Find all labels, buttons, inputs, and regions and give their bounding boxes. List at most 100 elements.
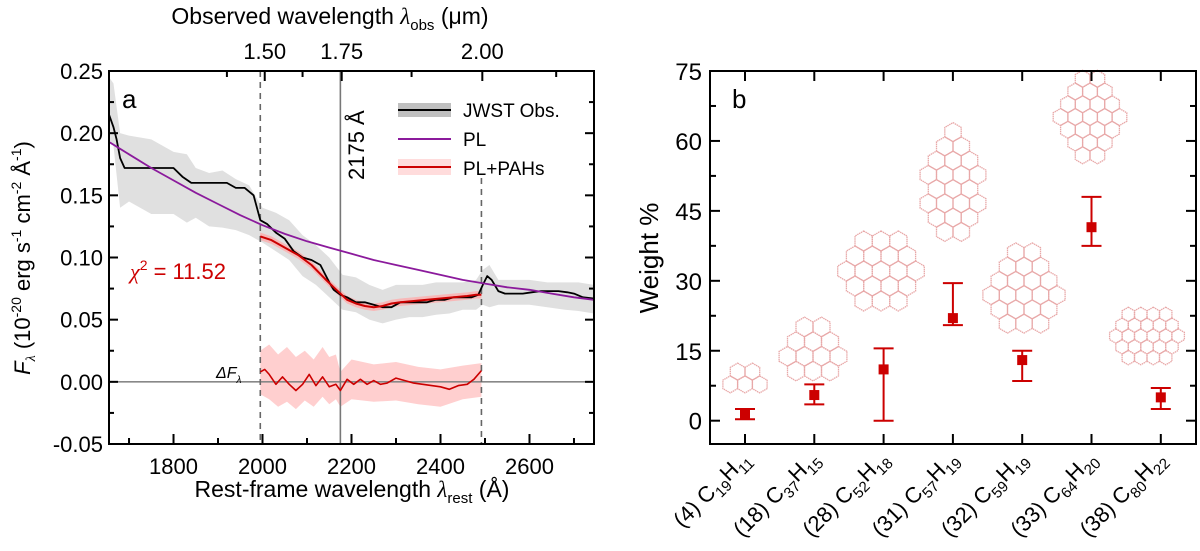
hexagon-ring — [751, 375, 768, 394]
top-x-tick-label-a: 2.00 — [461, 39, 504, 64]
pah-structure-icon — [919, 121, 987, 243]
panel-label-b: b — [732, 84, 746, 114]
y-axis-exp4: -1 — [8, 148, 24, 161]
hexagon-ring — [897, 245, 917, 267]
y-tick-label-a: 0.15 — [60, 183, 103, 208]
y-tick-label-b: 0 — [689, 409, 702, 436]
top-x-tick-label-a: 1.50 — [243, 39, 286, 64]
hexagon-ring — [1031, 313, 1050, 334]
y-axis-label-b: Weight % — [634, 203, 664, 314]
hexagon-ring — [927, 207, 946, 228]
y-axis-erg: erg s — [10, 242, 35, 297]
data-point-marker — [809, 390, 820, 401]
y-tick-label-b: 15 — [675, 339, 702, 366]
legend-label-pl: PL — [463, 130, 486, 151]
x-tick-label-a: 2200 — [327, 454, 376, 479]
pah-structure-icon — [1108, 306, 1186, 366]
hexagon-ring — [829, 345, 848, 367]
legend-label-jwst: JWST Obs. — [463, 101, 560, 122]
y-tick-label-a: 0.05 — [60, 308, 103, 333]
data-point-group — [1150, 387, 1171, 411]
hexagon-ring — [1089, 146, 1106, 165]
y-tick-label-b: 30 — [675, 269, 702, 296]
legend-item-pl-pahs: PL+PAHs — [398, 159, 545, 180]
data-point-marker — [1086, 222, 1097, 233]
data-point-marker — [878, 364, 889, 375]
y-tick-label-b: 75 — [675, 59, 702, 86]
bump-2175-label: 2175 Å — [344, 110, 369, 180]
hexagon-ring — [854, 260, 873, 282]
x-tick-label-a: 1800 — [149, 454, 198, 479]
x-axis-symbol: λ — [436, 477, 447, 502]
pl-pahs-model-line — [259, 235, 482, 309]
hexagon-ring — [820, 360, 840, 382]
jwst-uncertainty-band — [109, 77, 594, 324]
x-axis-label-a: Rest-frame wavelength λrest (Å) — [195, 475, 510, 507]
hexagon-ring — [998, 313, 1017, 334]
hexagon-ring — [863, 275, 882, 297]
pah-structure-icon — [778, 316, 848, 382]
y-axis-exp3: -2 — [8, 182, 24, 195]
data-point-group — [942, 282, 963, 327]
hexagon-ring — [854, 290, 873, 312]
y-axis-exp2: -1 — [8, 229, 24, 242]
lines-layer — [109, 71, 594, 444]
hexagon-ring — [722, 375, 739, 394]
hexagon-ring — [854, 230, 873, 252]
top-x-tick-label-a: 1.75 — [320, 39, 363, 64]
y-tick-label-a: 0.10 — [60, 246, 103, 271]
y-tick-label-a: 0.25 — [60, 59, 103, 84]
hexagon-ring — [871, 260, 891, 282]
chi2-annotation: χ2 = 11.52 — [128, 257, 226, 284]
data-point-marker — [947, 313, 958, 324]
legend-a: JWST Obs. PL PL+PAHs — [398, 101, 560, 180]
data-point-group — [1012, 349, 1033, 383]
hexagon-ring — [1121, 349, 1136, 366]
y-axis-unit-open: (10 — [10, 317, 35, 349]
data-point-marker — [1017, 355, 1028, 366]
hexagon-ring — [845, 245, 865, 267]
y-tick-label-b: 60 — [675, 129, 702, 156]
hexagon-ring — [952, 221, 971, 243]
y-axis-f: F — [10, 360, 35, 375]
pah-structure-icon — [1052, 69, 1128, 165]
residual-line — [259, 368, 483, 392]
hexagon-ring — [845, 275, 865, 297]
hexagon-ring — [871, 230, 891, 252]
x-tick-label-a: 2600 — [505, 454, 554, 479]
chi-value: = 11.52 — [147, 259, 226, 284]
pah-structure-icon — [982, 242, 1066, 334]
pah-structure-icon — [837, 230, 925, 312]
chi-symbol: χ — [128, 259, 141, 284]
hexagon-ring — [889, 260, 908, 282]
y-tick-label-a: 0.20 — [60, 121, 103, 146]
hexagon-ring — [1158, 349, 1173, 366]
x-axis-unit: (Å) — [479, 475, 510, 502]
x-axis-sub: rest — [447, 490, 473, 507]
y-axis-label-a: Fλ (10-20 erg s-1 cm-2 Å-1) — [8, 141, 39, 375]
delta-f-text: ΔF — [215, 365, 238, 382]
x-tick-label-a: 2400 — [416, 454, 465, 479]
hexagon-ring — [1067, 133, 1084, 152]
x-tick-label-a: 2000 — [238, 454, 287, 479]
hexagon-ring — [880, 275, 899, 297]
delta-f-annotation: ΔFλ — [215, 365, 242, 386]
y-axis-f-sub: λ — [24, 355, 39, 362]
y-axis-cm: cm — [10, 194, 35, 229]
structures-layer — [722, 69, 1186, 394]
y-axis-ang: Å — [10, 161, 35, 182]
plot-frame-b — [709, 70, 1197, 445]
data-point-group — [735, 408, 755, 421]
legend-item-pl: PL — [398, 130, 486, 151]
y-tick-label-a: -0.05 — [53, 432, 103, 457]
hexagon-ring — [889, 230, 908, 252]
hexagon-ring — [871, 290, 891, 312]
data-point-group — [1081, 195, 1102, 247]
hexagon-ring — [897, 275, 917, 297]
data-point-marker — [740, 408, 750, 419]
y-axis-close: ) — [10, 141, 35, 148]
hexagon-ring — [863, 245, 882, 267]
panel-a: -0.05 0.00 0.05 0.10 0.15 0.20 0.25 1800 2000 220… — [8, 3, 595, 507]
top-axis-label-a: Observed wavelength λobs (μm) — [171, 3, 488, 34]
